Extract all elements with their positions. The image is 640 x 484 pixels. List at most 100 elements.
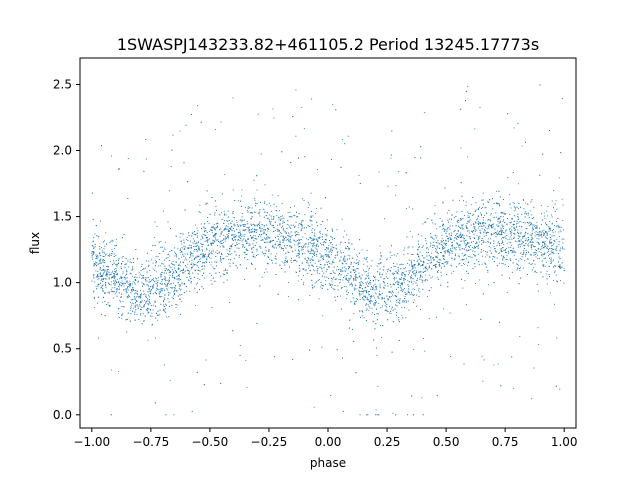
data-point <box>107 282 109 284</box>
data-point <box>146 280 148 282</box>
data-point <box>250 231 252 233</box>
data-point <box>419 308 422 310</box>
data-point <box>416 261 418 263</box>
data-point <box>309 261 311 264</box>
data-point <box>453 259 455 261</box>
data-point <box>473 255 475 257</box>
data-point <box>306 238 308 240</box>
data-point <box>298 224 300 226</box>
data-point <box>143 299 145 302</box>
data-point <box>328 266 330 268</box>
data-point <box>224 173 226 176</box>
data-point <box>171 263 173 265</box>
data-point <box>466 230 469 232</box>
data-point <box>167 291 170 293</box>
data-point <box>283 240 285 242</box>
data-point <box>158 291 160 293</box>
data-point <box>333 272 335 274</box>
data-point <box>484 262 486 264</box>
data-point <box>272 244 274 246</box>
data-point <box>457 221 459 224</box>
data-point <box>274 258 276 260</box>
data-point <box>527 273 529 276</box>
data-point <box>149 292 152 294</box>
data-point <box>164 310 166 313</box>
data-point <box>328 251 330 253</box>
data-point <box>468 255 470 258</box>
data-point <box>537 254 539 256</box>
data-point <box>228 301 231 304</box>
data-point <box>461 265 463 267</box>
data-point <box>363 317 365 319</box>
data-point <box>490 234 492 236</box>
data-point <box>334 289 336 291</box>
data-point <box>518 221 520 223</box>
data-point <box>425 274 427 276</box>
data-point <box>513 236 515 238</box>
data-point <box>534 245 536 247</box>
data-point <box>279 240 281 242</box>
data-point <box>105 254 107 256</box>
data-point <box>199 258 201 261</box>
data-point <box>503 257 505 259</box>
data-point <box>538 247 540 250</box>
data-point <box>474 226 476 228</box>
data-point <box>463 239 465 241</box>
data-point <box>549 253 551 255</box>
data-point <box>339 250 342 252</box>
data-point <box>388 312 390 314</box>
data-point <box>508 247 510 249</box>
data-point <box>444 229 446 231</box>
data-point <box>183 242 185 244</box>
data-point <box>176 304 178 306</box>
data-point <box>249 207 251 209</box>
data-point <box>506 291 508 293</box>
data-point <box>224 269 226 271</box>
data-point <box>114 279 116 281</box>
data-point <box>132 268 134 270</box>
data-point <box>450 234 453 236</box>
data-point <box>119 284 121 286</box>
data-point <box>462 237 464 239</box>
data-point <box>264 211 266 213</box>
data-point <box>258 213 260 215</box>
data-point <box>447 252 449 254</box>
data-point <box>503 225 505 227</box>
data-point <box>524 211 526 213</box>
data-point <box>185 290 187 292</box>
data-point <box>114 281 116 283</box>
data-point <box>107 268 109 271</box>
data-point <box>318 237 320 240</box>
data-point <box>229 248 231 250</box>
data-point <box>535 224 537 226</box>
data-point <box>129 258 131 260</box>
data-point <box>103 252 105 254</box>
data-point <box>309 241 311 243</box>
data-point <box>527 243 529 245</box>
data-point <box>494 231 497 234</box>
data-point <box>398 170 400 173</box>
data-point <box>301 226 303 228</box>
data-point <box>143 170 145 172</box>
data-point <box>247 223 249 225</box>
data-point <box>114 286 116 289</box>
data-point <box>551 248 553 250</box>
data-point <box>465 304 467 306</box>
data-point <box>192 253 194 255</box>
data-point <box>321 346 323 348</box>
data-point <box>101 269 103 272</box>
data-point <box>406 414 409 416</box>
data-point <box>386 310 388 312</box>
data-point <box>172 264 174 266</box>
data-point <box>422 245 424 247</box>
data-point <box>413 263 415 266</box>
data-point <box>200 239 202 241</box>
data-point <box>123 285 125 287</box>
data-point <box>122 300 124 303</box>
data-point <box>346 258 348 260</box>
data-point <box>356 262 358 264</box>
data-point <box>187 263 189 265</box>
data-point <box>270 223 272 225</box>
data-point <box>365 303 367 305</box>
data-point <box>545 261 547 263</box>
